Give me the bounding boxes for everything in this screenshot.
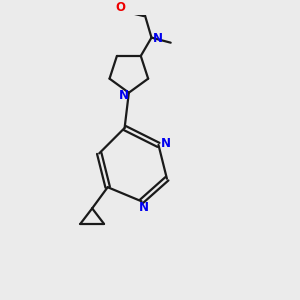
Text: N: N [119, 89, 129, 102]
Text: N: N [161, 137, 171, 150]
Text: N: N [153, 32, 163, 45]
Text: O: O [116, 2, 125, 14]
Text: N: N [140, 201, 149, 214]
